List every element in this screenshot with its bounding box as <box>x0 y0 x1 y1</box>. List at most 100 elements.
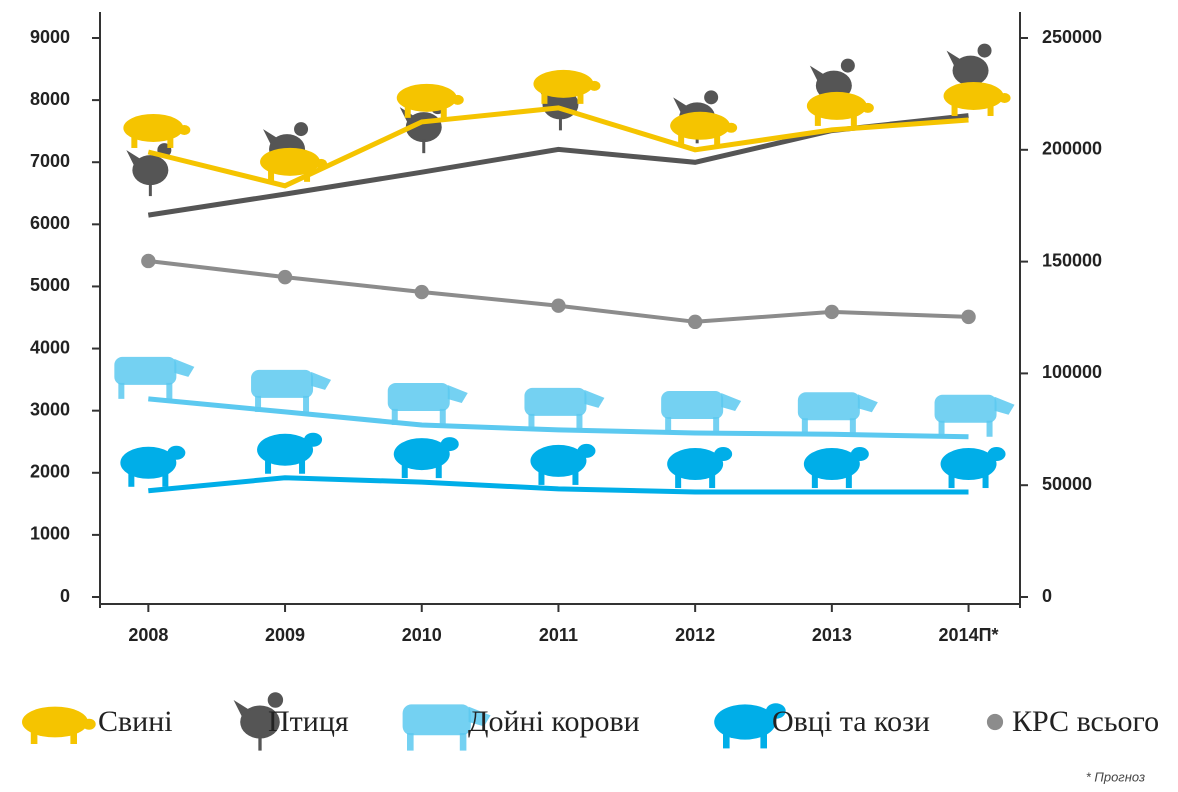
y2-tick-label: 250000 <box>1042 27 1102 47</box>
point-marker <box>806 91 874 126</box>
icon-part <box>126 150 143 167</box>
icon-part <box>725 122 738 133</box>
icon-part <box>588 80 601 91</box>
icon-part <box>687 314 703 330</box>
point-marker <box>123 113 191 148</box>
icon-part <box>251 369 314 398</box>
icon-part <box>951 103 958 116</box>
icon-part <box>723 733 730 749</box>
icon-part <box>946 50 963 67</box>
x-tick-label: 2010 <box>402 625 442 645</box>
y-tick-label: 1000 <box>30 524 70 544</box>
icon-part <box>797 392 860 421</box>
x-tick-label: 2013 <box>812 625 852 645</box>
icon-part <box>551 298 566 313</box>
icon-part <box>402 704 471 736</box>
legend-icon <box>233 692 284 751</box>
icon-part <box>299 459 306 474</box>
icon-part <box>811 474 818 489</box>
icon-part <box>538 470 545 485</box>
point-marker <box>943 81 1011 116</box>
icon-part <box>998 92 1011 103</box>
icon-part <box>304 169 311 182</box>
icon-part <box>22 706 88 738</box>
y-tick-label: 7000 <box>30 151 70 171</box>
legend-label: КРС всього <box>1012 705 1159 738</box>
icon-part <box>257 433 314 466</box>
icon-part <box>439 408 446 425</box>
icon-part <box>82 718 96 730</box>
point-marker <box>687 314 703 330</box>
icon-part <box>714 447 733 462</box>
point-marker <box>114 356 195 399</box>
icon-part <box>447 384 468 403</box>
point-marker <box>393 437 459 479</box>
icon-part <box>861 102 874 113</box>
icon-part <box>459 733 467 751</box>
y-tick-label: 4000 <box>30 337 70 357</box>
x-tick-label: 2014П* <box>939 625 999 645</box>
x-tick-label: 2008 <box>128 625 168 645</box>
icon-part <box>132 155 169 186</box>
point-marker <box>277 269 293 285</box>
icon-part <box>391 408 398 425</box>
icon-part <box>174 358 195 377</box>
icon-part <box>713 417 720 434</box>
icon-part <box>407 733 414 751</box>
icon-part <box>849 418 856 435</box>
icon-part <box>986 713 1004 731</box>
point-marker <box>940 447 1006 489</box>
icon-part <box>938 420 945 437</box>
legend-label: Дойні корови <box>468 705 640 738</box>
point-marker <box>524 387 605 430</box>
legend-label: Птиця <box>268 705 349 738</box>
icon-part <box>760 733 767 749</box>
icon-part <box>393 438 450 471</box>
icon-part <box>572 470 579 485</box>
y-tick-label: 8000 <box>30 89 70 109</box>
y-tick-label: 6000 <box>30 213 70 233</box>
icon-part <box>961 309 976 325</box>
point-marker <box>530 443 596 485</box>
icon-part <box>667 448 724 481</box>
icon-part <box>533 69 594 98</box>
icon-part <box>803 448 860 481</box>
x-tick-label: 2009 <box>265 625 305 645</box>
icon-part <box>675 474 682 489</box>
legend-icon <box>22 706 96 744</box>
icon-part <box>987 447 1006 462</box>
y-tick-label: 2000 <box>30 462 70 482</box>
icon-part <box>396 83 457 112</box>
icon-part <box>850 113 857 126</box>
icon-part <box>240 705 280 739</box>
point-marker <box>797 392 878 435</box>
icon-part <box>131 135 138 148</box>
point-marker <box>257 432 323 474</box>
icon-part <box>845 474 852 489</box>
icon-part <box>120 446 177 479</box>
icon-part <box>440 105 447 118</box>
point-marker <box>551 298 566 313</box>
y-tick-label: 9000 <box>30 27 70 47</box>
icon-part <box>30 730 38 744</box>
icon-part <box>267 692 284 708</box>
icon-part <box>678 133 685 146</box>
icon-part <box>809 65 826 82</box>
icon-part <box>387 382 450 411</box>
icon-part <box>141 253 156 269</box>
point-marker <box>667 447 733 489</box>
y2-tick-label: 0 <box>1042 586 1052 606</box>
point-marker <box>414 284 429 300</box>
y-tick-label: 5000 <box>30 275 70 295</box>
icon-part <box>294 122 309 137</box>
footnote: * Прогноз <box>1086 769 1145 784</box>
point-marker <box>934 394 1015 437</box>
icon-part <box>435 464 442 479</box>
icon-part <box>524 387 587 416</box>
icon-part <box>801 418 808 435</box>
icon-part <box>721 393 742 412</box>
legend-icon <box>402 704 491 751</box>
point-marker <box>803 447 869 489</box>
icon-part <box>952 55 989 86</box>
